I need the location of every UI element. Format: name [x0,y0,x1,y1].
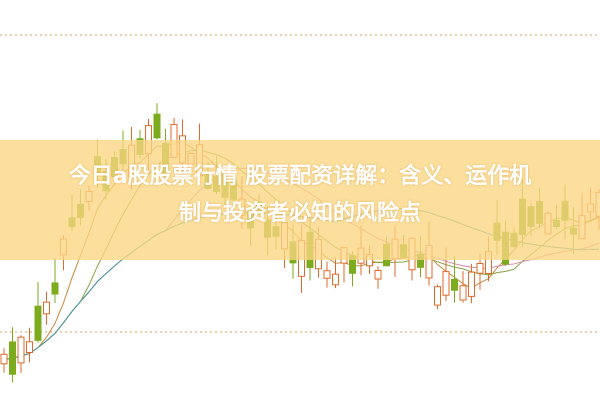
candle-body [51,282,59,295]
candle-body [26,341,33,354]
title-banner [0,140,600,260]
candle-body [34,305,42,341]
candle-body [17,336,25,364]
article-title: 今日a股股票行情 股票配资详解：含义、运作机 制与投资者必知的风险点 [0,158,600,232]
candle-body [476,263,484,274]
title-line-2: 制与投资者必知的风险点 [178,201,421,226]
candle-body [0,353,8,365]
candle-body [43,301,50,315]
candle-body [468,271,475,297]
candle-body [9,341,16,375]
candle-body [323,270,331,279]
candle-body [434,286,441,306]
candle-body [153,113,161,139]
candle-body [451,278,458,291]
candle-body [332,273,339,286]
candle-body [442,271,450,296]
candle-body [459,285,467,301]
title-line-1: 今日a股股票行情 股票配资详解：含义、运作机 [68,164,532,189]
candle-body [374,269,382,280]
